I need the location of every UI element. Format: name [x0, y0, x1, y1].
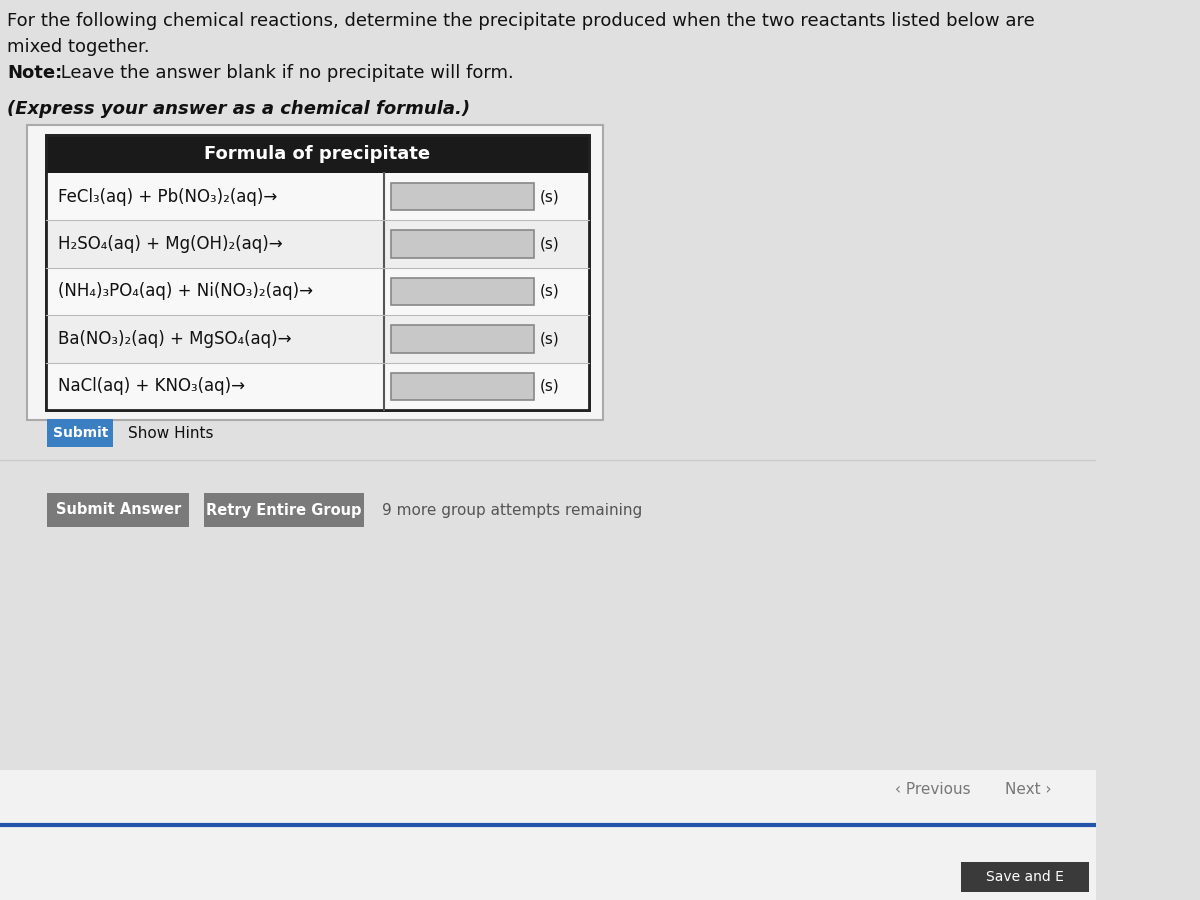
Bar [0, 770, 1096, 900]
Bar [391, 373, 534, 400]
Text: (s): (s) [540, 331, 559, 346]
Text: Submit: Submit [53, 426, 108, 440]
Bar [48, 419, 113, 447]
Text: Next ›: Next › [1004, 782, 1051, 797]
Bar [46, 315, 589, 363]
Text: (Express your answer as a chemical formula.): (Express your answer as a chemical formu… [7, 100, 470, 118]
Text: mixed together.: mixed together. [7, 38, 150, 56]
Bar [204, 493, 364, 527]
Text: Show Hints: Show Hints [128, 426, 214, 440]
Text: Note:: Note: [7, 64, 62, 82]
Text: (s): (s) [540, 189, 559, 204]
Text: (s): (s) [540, 284, 559, 299]
Bar [46, 363, 589, 410]
Text: Leave the answer blank if no precipitate will form.: Leave the answer blank if no precipitate… [55, 64, 514, 82]
Bar [46, 135, 589, 410]
Text: Formula of precipitate: Formula of precipitate [204, 145, 431, 163]
Text: Submit Answer: Submit Answer [55, 502, 181, 518]
Bar [48, 493, 190, 527]
Bar [46, 268, 589, 315]
Text: Ba(NO₃)₂(aq) + MgSO₄(aq)→: Ba(NO₃)₂(aq) + MgSO₄(aq)→ [59, 330, 292, 348]
Text: 9 more group attempts remaining: 9 more group attempts remaining [382, 502, 642, 518]
Text: (NH₄)₃PO₄(aq) + Ni(NO₃)₂(aq)→: (NH₄)₃PO₄(aq) + Ni(NO₃)₂(aq)→ [59, 283, 313, 301]
Bar [391, 278, 534, 305]
Bar [0, 0, 1096, 770]
Text: For the following chemical reactions, determine the precipitate produced when th: For the following chemical reactions, de… [7, 12, 1036, 30]
Text: NaCl(aq) + KNO₃(aq)→: NaCl(aq) + KNO₃(aq)→ [59, 377, 246, 395]
Text: H₂SO₄(aq) + Mg(OH)₂(aq)→: H₂SO₄(aq) + Mg(OH)₂(aq)→ [59, 235, 283, 253]
Text: ‹ Previous: ‹ Previous [895, 782, 971, 797]
Text: Retry Entire Group: Retry Entire Group [206, 502, 361, 518]
Bar [28, 125, 602, 420]
Text: Save and E: Save and E [986, 870, 1063, 884]
Bar [391, 325, 534, 353]
Text: (s): (s) [540, 379, 559, 394]
Bar [46, 135, 589, 173]
Text: (s): (s) [540, 237, 559, 252]
Bar [391, 230, 534, 257]
Bar [961, 862, 1088, 892]
Bar [46, 220, 589, 268]
Text: FeCl₃(aq) + Pb(NO₃)₂(aq)→: FeCl₃(aq) + Pb(NO₃)₂(aq)→ [59, 188, 277, 206]
Bar [46, 135, 589, 410]
Bar [46, 173, 589, 220]
Bar [391, 183, 534, 211]
